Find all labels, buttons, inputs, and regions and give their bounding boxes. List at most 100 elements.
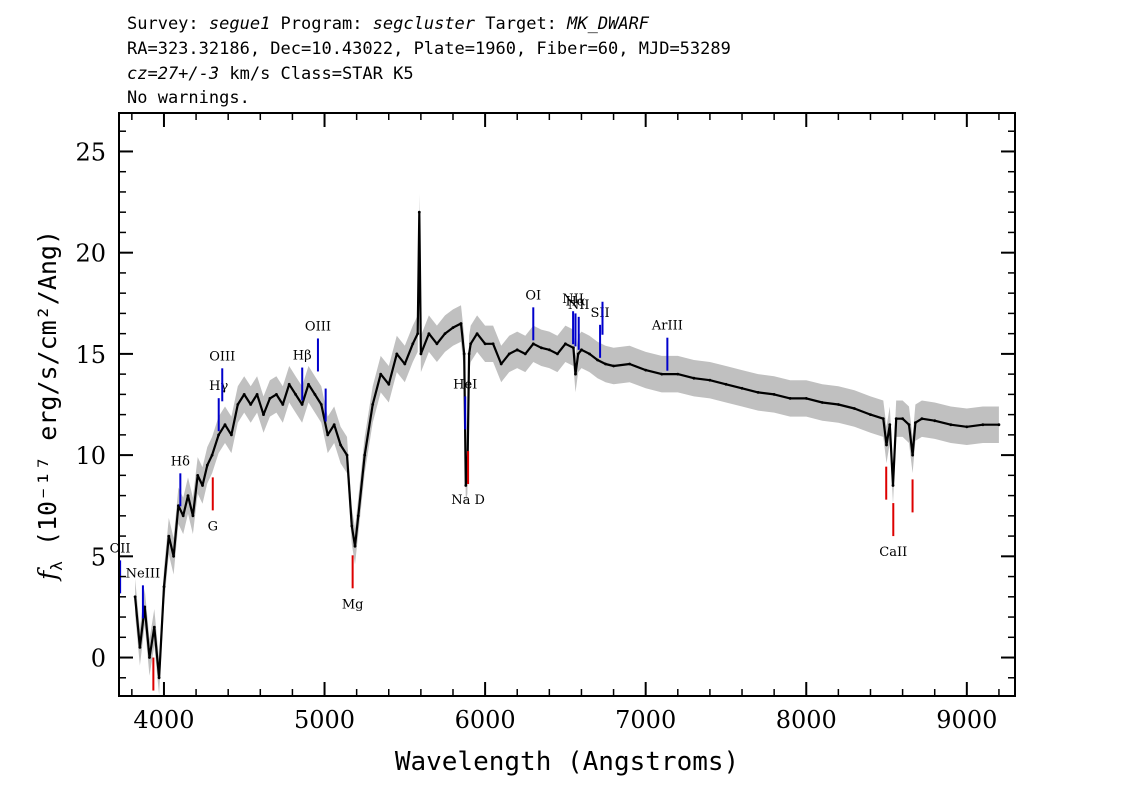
flux-data-point	[205, 463, 209, 467]
flux-data-point	[152, 625, 156, 629]
flux-data-point	[901, 417, 904, 421]
flux-data-point	[965, 425, 969, 429]
flux-data-point	[788, 397, 792, 400]
flux-data-point	[262, 413, 265, 416]
flux-data-point	[920, 417, 924, 421]
flux-data-point	[353, 544, 357, 548]
flux-data-point	[499, 362, 503, 366]
flux-data-point	[894, 417, 898, 421]
flux-data-point	[371, 403, 375, 406]
flux-data-point	[236, 403, 240, 406]
flux-data-point	[881, 417, 885, 421]
header-line-2: RA=323.32186, Dec=10.43022, Plate=1960, …	[127, 39, 731, 59]
absorption-line-label: Mg	[342, 597, 364, 612]
flux-data-point	[997, 423, 1001, 427]
header-line-4: No warnings.	[127, 88, 250, 108]
flux-data-point	[138, 646, 142, 649]
flux-data-point	[911, 453, 914, 457]
flux-data-point	[547, 348, 551, 352]
emission-line-label: SII	[590, 306, 609, 321]
flux-data-point	[313, 393, 317, 396]
flux-data-point	[268, 397, 272, 400]
flux-data-point	[724, 382, 728, 386]
target-label: Target:	[475, 14, 568, 34]
flux-data-point	[676, 372, 680, 376]
flux-data-point	[350, 524, 354, 528]
flux-data-point	[181, 514, 185, 518]
flux-data-point	[804, 397, 808, 400]
flux-data-point	[201, 484, 204, 487]
flux-data-point	[491, 342, 495, 346]
flux-data-point	[210, 453, 214, 457]
flux-data-point	[339, 443, 342, 447]
flux-data-point	[692, 376, 696, 380]
flux-data-point	[217, 433, 221, 437]
flux-data-point	[507, 352, 511, 356]
flux-data-point	[172, 554, 176, 558]
flux-data-point	[837, 403, 840, 406]
flux-data-point	[462, 352, 466, 356]
emission-line-label: Hβ	[293, 349, 312, 364]
x-tick-label: 9000	[936, 706, 997, 734]
flux-data-point	[162, 585, 166, 589]
flux-data-point	[612, 364, 615, 368]
flux-data-point	[255, 393, 259, 396]
emission-line-label: OI	[525, 288, 541, 303]
flux-data-point	[596, 358, 599, 362]
flux-data-point	[223, 423, 227, 427]
flux-data-point	[981, 423, 985, 427]
flux-data-point	[564, 342, 567, 346]
flux-data-point	[580, 348, 583, 352]
flux-data-point	[604, 362, 607, 366]
flux-data-point	[907, 423, 911, 427]
flux-data-point	[475, 332, 479, 335]
flux-data-point	[888, 423, 892, 427]
flux-data-point	[332, 423, 336, 427]
flux-data-point	[249, 403, 253, 406]
flux-data-point	[469, 342, 473, 346]
flux-data-point	[186, 494, 190, 497]
flux-data-point	[242, 393, 246, 396]
y-tick-label: 20	[75, 240, 106, 268]
flux-data-point	[740, 386, 744, 390]
y-axis-symbol: f	[33, 567, 62, 582]
flux-data-point	[133, 595, 137, 599]
flux-data-point	[523, 352, 527, 356]
flux-data-point	[356, 514, 360, 518]
flux-data-point	[459, 322, 463, 325]
emission-line-label: OIII	[209, 349, 235, 364]
flux-data-point	[820, 401, 824, 404]
error-band	[135, 194, 999, 695]
flux-data-point	[281, 403, 285, 406]
class-value: km/s Class=STAR K5	[219, 64, 414, 84]
y-axis-label: fλ (10⁻¹⁷ erg/s/cm²/Ang)	[33, 230, 66, 582]
plot-frame	[118, 112, 1016, 697]
flux-data-point	[451, 326, 455, 329]
flux-data-point	[196, 474, 200, 477]
emission-line-label: NII	[562, 292, 584, 307]
flux-data-point	[772, 393, 776, 396]
flux-data-point	[395, 352, 399, 356]
flux-data-point	[885, 443, 888, 447]
flux-data-point	[435, 342, 439, 346]
y-tick-label: 0	[91, 645, 106, 673]
emission-line-label: Hα	[565, 294, 585, 309]
flux-data-point	[419, 352, 423, 356]
x-tick-label: 8000	[776, 706, 837, 734]
flux-data-point	[574, 372, 577, 376]
error-band-area	[135, 194, 999, 695]
flux-data-point	[464, 484, 468, 487]
flux-data-point	[756, 391, 760, 394]
x-tick-label: 7000	[615, 706, 676, 734]
series-layer	[133, 210, 1001, 680]
flux-data-point	[467, 352, 471, 356]
flux-data-point	[933, 419, 937, 423]
flux-data-point	[143, 605, 147, 609]
flux-data-point	[345, 453, 349, 457]
emission-line-label: Hδ	[171, 454, 190, 469]
flux-data-point	[363, 453, 367, 457]
target-value: MK_DWARF	[567, 14, 650, 34]
survey-label: Survey:	[127, 14, 209, 34]
flux-data-point	[531, 342, 535, 346]
